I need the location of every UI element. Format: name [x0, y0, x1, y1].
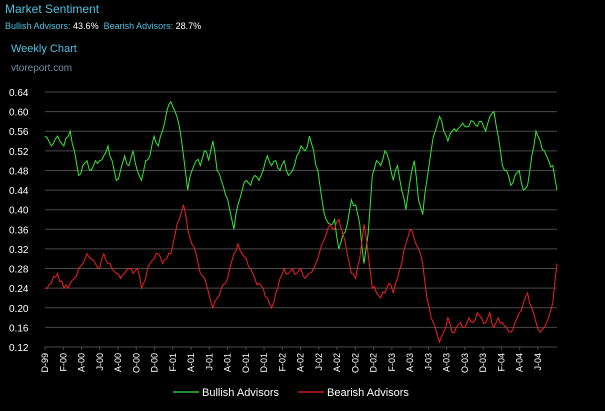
y-tick-label: 0.36	[9, 225, 29, 236]
bullish-value: 43.6%	[73, 21, 99, 31]
x-tick-label: F-00	[58, 353, 68, 372]
y-tick-label: 0.20	[9, 304, 29, 315]
x-tick-label: F-04	[496, 353, 506, 372]
x-tick-label: A-04	[515, 353, 525, 372]
sentiment-summary: Bullish Advisors: 43.6% Bearish Advisors…	[5, 21, 201, 31]
x-tick-label: A-03	[405, 353, 415, 372]
bearish-label: Bearish Advisors:	[103, 21, 174, 31]
x-tick-label: J-02	[314, 353, 324, 371]
x-tick-label: J-01	[204, 353, 214, 371]
x-tick-label: F-03	[387, 353, 397, 372]
x-tick-label: O-03	[460, 353, 470, 373]
series-line-bearish	[44, 204, 558, 344]
y-tick-label: 0.60	[9, 108, 29, 119]
y-tick-label: 0.16	[9, 323, 29, 334]
x-tick-label: D-99	[40, 353, 50, 373]
legend-label-bullish: Bullish Advisors	[202, 387, 280, 399]
x-tick-label: O-02	[350, 353, 360, 373]
legend-label-bearish: Bearish Advisors	[327, 387, 409, 399]
y-tick-label: 0.28	[9, 265, 29, 276]
y-tick-label: 0.48	[9, 166, 29, 177]
x-tick-label: D-02	[369, 353, 379, 373]
bearish-value: 28.7%	[175, 21, 202, 31]
x-tick-label: D-01	[259, 353, 269, 373]
chart-header-title: Market Sentiment	[5, 2, 100, 16]
y-tick-label: 0.44	[9, 186, 29, 197]
chart-name: Weekly Chart	[11, 43, 77, 55]
series-line-bullish	[44, 100, 558, 264]
x-tick-label: J-03	[423, 353, 433, 371]
x-tick-label: A-02	[332, 353, 342, 372]
site-watermark: vtoreport.com	[11, 63, 73, 74]
y-tick-label: 0.64	[9, 88, 29, 99]
x-tick-label: J-00	[95, 353, 105, 371]
x-tick-label: F-01	[168, 353, 178, 372]
x-tick-label: A-01	[223, 353, 233, 372]
y-tick-label: 0.32	[9, 245, 29, 256]
x-tick-label: A-02	[296, 353, 306, 372]
x-tick-label: O-01	[241, 353, 251, 373]
x-tick-label: A-00	[77, 353, 87, 372]
x-tick-label: A-03	[442, 353, 452, 372]
x-tick-label: D-03	[478, 353, 488, 373]
x-tick-label: F-02	[277, 353, 287, 372]
x-tick-label: J-04	[533, 353, 543, 371]
y-tick-label: 0.52	[9, 147, 29, 158]
y-tick-label: 0.56	[9, 127, 29, 138]
x-tick-label: A-01	[186, 353, 196, 372]
y-tick-label: 0.40	[9, 206, 29, 217]
x-tick-label: D-00	[150, 353, 160, 373]
x-tick-label: O-00	[131, 353, 141, 373]
x-tick-label: A-00	[113, 353, 123, 372]
bullish-label: Bullish Advisors:	[5, 21, 71, 31]
y-tick-label: 0.12	[9, 343, 29, 354]
y-tick-label: 0.24	[9, 284, 29, 295]
